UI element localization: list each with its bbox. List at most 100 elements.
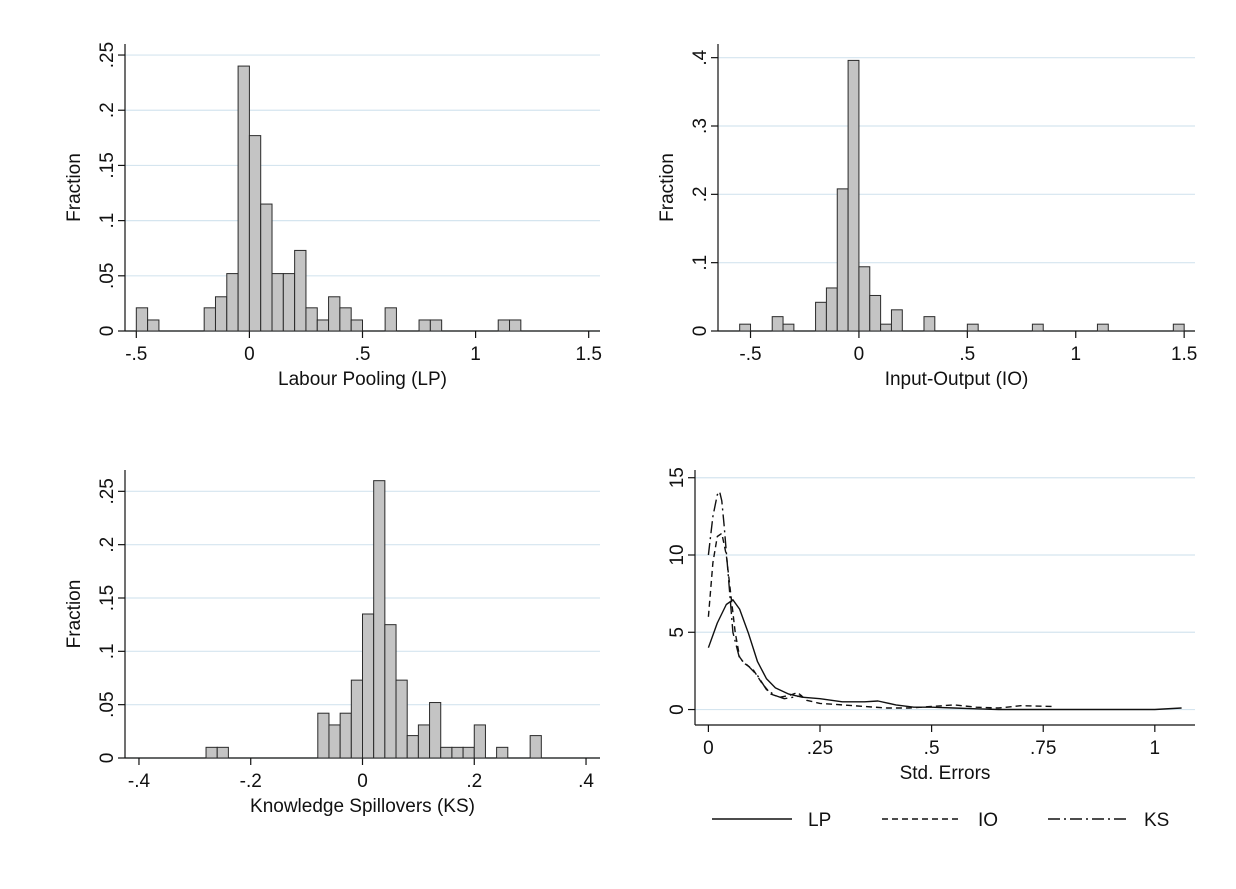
histogram-bar xyxy=(294,249,307,332)
x-tick-label: .5 xyxy=(355,344,371,365)
y-tick-label: .15 xyxy=(97,152,118,178)
x-tick-label: -.5 xyxy=(125,344,147,365)
x-tick-label: 1 xyxy=(470,344,481,365)
y-tick-label: 0 xyxy=(97,753,118,764)
histogram-bar xyxy=(1031,323,1044,332)
histogram-bar xyxy=(248,135,262,332)
y-tick-label: 0 xyxy=(97,326,118,337)
histogram-bar xyxy=(226,273,239,332)
histogram-bar xyxy=(429,319,443,332)
y-tick-label: .1 xyxy=(97,213,118,229)
legend-label-lp: LP xyxy=(808,810,831,831)
histogram-bar xyxy=(205,746,218,759)
x-tick-label: 0 xyxy=(244,344,255,365)
y-tick-label: .05 xyxy=(97,263,118,289)
x-axis-title: Knowledge Spillovers (KS) xyxy=(250,796,475,817)
histogram-bar xyxy=(739,323,752,332)
histogram-bar xyxy=(836,188,849,332)
y-tick-label: .15 xyxy=(97,585,118,611)
y-tick-label: .25 xyxy=(97,478,118,504)
histogram-bar xyxy=(328,296,341,332)
chart-panel-3: 0 .05 .1 .15 .2 .25 -.4 -.2 0 .2 .4 Knowledge Spill… xyxy=(64,470,600,817)
histogram-bar xyxy=(771,316,784,332)
histogram-bar xyxy=(135,307,149,332)
histogram-bar xyxy=(782,323,795,332)
histogram-bar xyxy=(384,624,397,759)
histogram-bar xyxy=(328,724,341,759)
x-tick-label: .2 xyxy=(466,771,482,792)
y-tick-label: .3 xyxy=(690,118,711,134)
x-tick-label: 1.5 xyxy=(1171,344,1197,365)
x-tick-label: 1 xyxy=(1150,738,1161,759)
histogram-bar xyxy=(373,480,386,759)
histogram-bar xyxy=(440,746,453,759)
x-tick-label: 0 xyxy=(703,738,714,759)
y-tick-label: .1 xyxy=(97,643,118,659)
histogram-bar xyxy=(529,735,542,759)
histogram-bar xyxy=(203,307,216,332)
y-tick-label: 5 xyxy=(667,627,688,638)
x-axis-title: Labour Pooling (LP) xyxy=(278,369,447,390)
histogram-bar xyxy=(147,319,160,332)
histogram-bar xyxy=(825,287,838,332)
x-tick-label: .25 xyxy=(807,738,833,759)
legend-label-ks: KS xyxy=(1144,810,1169,831)
x-axis-title: Input-Output (IO) xyxy=(885,369,1029,390)
y-tick-label: .2 xyxy=(690,186,711,202)
x-tick-label: .75 xyxy=(1030,738,1056,759)
histogram-bar xyxy=(316,319,330,332)
histogram-bar xyxy=(271,273,284,332)
chart-panel-1: 0 .05 .1 .15 .2 .25 -.5 0 .5 1 1.5 Labour Pooling (… xyxy=(64,42,602,390)
histogram-bar xyxy=(880,323,892,332)
histogram-bar xyxy=(339,712,352,759)
x-tick-label: .5 xyxy=(959,344,975,365)
x-tick-label: -.2 xyxy=(240,771,262,792)
x-tick-label: .4 xyxy=(578,771,594,792)
y-axis-title: Fraction xyxy=(64,580,85,649)
histogram-bar xyxy=(282,273,296,332)
histogram-bar xyxy=(890,309,903,332)
x-tick-label: 0 xyxy=(357,771,368,792)
histogram-bar xyxy=(305,307,318,332)
histogram-bar xyxy=(966,323,979,332)
x-tick-label: 0 xyxy=(854,344,865,365)
histogram-bar xyxy=(1172,323,1185,332)
chart-panel-2: 0 .1 .2 .3 .4 -.5 0 .5 1 1.5 Input-Output (IO) Frac… xyxy=(657,44,1197,390)
x-tick-label: 1 xyxy=(1070,344,1081,365)
histogram-bar xyxy=(923,316,936,332)
histogram-bar xyxy=(260,203,273,332)
chart-panel-4: 0 5 10 15 0 .25 .5 .75 1 Std. Errors LP IO KS xyxy=(667,467,1195,831)
y-axis-title: Fraction xyxy=(64,153,85,222)
histogram-bar xyxy=(214,296,228,332)
histogram-bar xyxy=(473,724,486,759)
histogram-bar xyxy=(858,266,871,332)
x-axis-title: Std. Errors xyxy=(900,763,991,784)
density-line-lp xyxy=(707,599,1182,711)
histogram-bar xyxy=(384,307,397,332)
histogram-bar xyxy=(509,319,522,332)
y-tick-label: .4 xyxy=(690,49,711,65)
legend-label-io: IO xyxy=(978,810,998,831)
x-tick-label: .5 xyxy=(924,738,940,759)
histogram-bar xyxy=(497,319,511,332)
x-tick-label: -.5 xyxy=(739,344,761,365)
y-axis-title: Fraction xyxy=(657,153,678,222)
y-tick-label: 0 xyxy=(667,704,688,715)
chart-legend: LP IO KS xyxy=(712,810,1169,831)
histogram-bar xyxy=(317,712,330,759)
histogram-bar xyxy=(350,679,363,759)
histogram-bar xyxy=(216,746,229,759)
y-tick-label: 10 xyxy=(667,544,688,565)
histogram-bar xyxy=(339,307,352,332)
histogram-bar xyxy=(815,301,827,332)
y-tick-label: 15 xyxy=(667,467,688,488)
histogram-bar xyxy=(362,613,375,759)
y-tick-label: .05 xyxy=(97,691,118,717)
histogram-bar xyxy=(350,319,364,332)
histogram-bar xyxy=(406,735,419,759)
histogram-bar xyxy=(1096,323,1109,332)
y-tick-label: .2 xyxy=(97,537,118,553)
histogram-bar xyxy=(429,702,442,759)
histogram-bar xyxy=(496,746,509,759)
